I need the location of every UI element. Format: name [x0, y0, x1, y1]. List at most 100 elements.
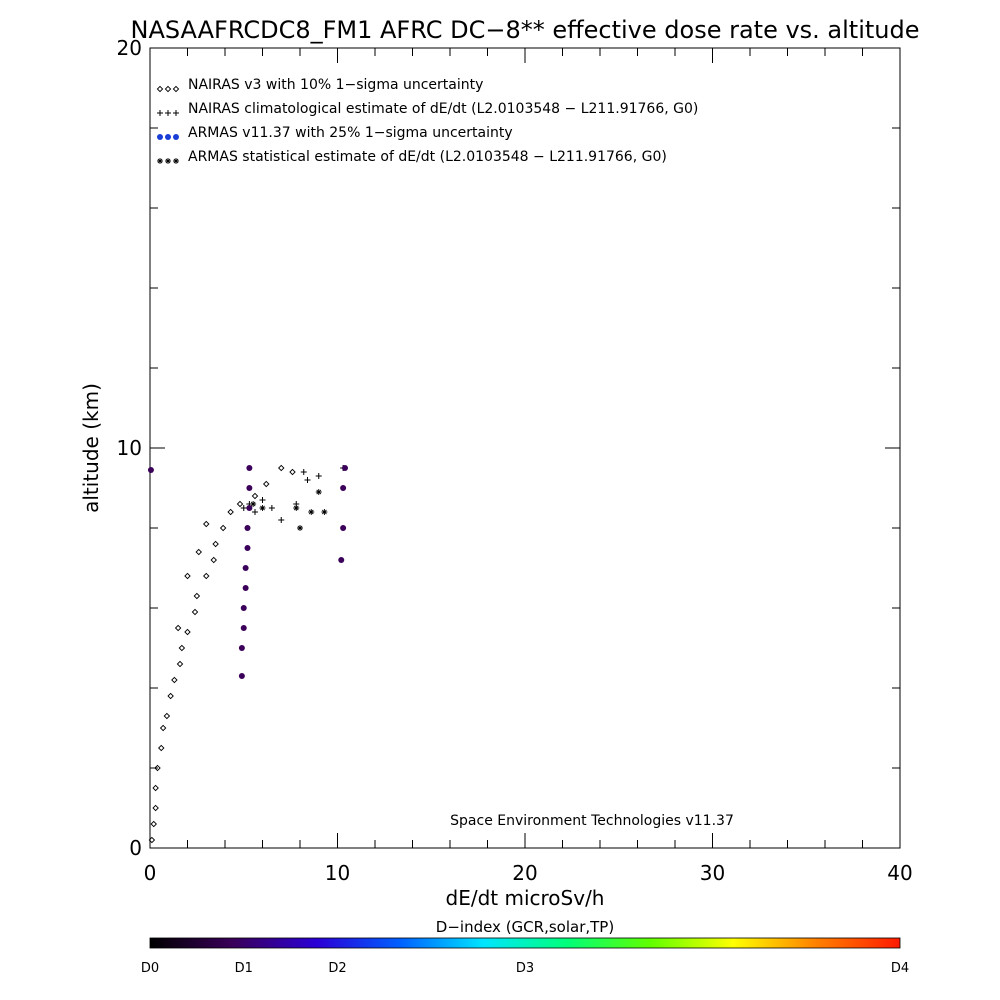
data-point-series-2 [238, 673, 245, 679]
data-point-series-0 [191, 608, 199, 616]
data-point-series-0 [159, 724, 167, 732]
data-point-series-2 [240, 605, 247, 611]
data-point-series-2 [244, 545, 251, 551]
colorbar-label: D1 [235, 961, 253, 976]
colorbar-label: D2 [328, 961, 346, 976]
data-point-series-0 [152, 784, 159, 792]
data-point-series-1 [278, 517, 285, 523]
data-point-series-1 [259, 497, 266, 503]
legend-marker-3 [165, 158, 171, 164]
data-point-series-2 [147, 467, 154, 473]
colorbar-labels: D0 D1 D2 D3 D4 [141, 961, 909, 976]
data-point-series-2 [340, 525, 347, 531]
data-point-series-0 [227, 508, 234, 516]
data-point-series-2 [240, 625, 247, 631]
colorbar-label: D3 [516, 961, 534, 976]
colorbar [149, 937, 901, 949]
data-point-series-0 [278, 464, 285, 472]
y-axis-label: altitude (km) [79, 383, 103, 513]
chart-title: NASAAFRCDC8_FM1 AFRC DC−8** effective do… [130, 16, 919, 44]
legend-marker-1 [157, 110, 163, 116]
colorbar-label: D0 [141, 961, 159, 976]
data-point-series-0 [150, 820, 157, 828]
legend-marker-0 [164, 85, 172, 93]
legend-marker-2 [157, 134, 163, 140]
x-axis-ticks [149, 48, 901, 848]
data-point-series-0 [152, 804, 159, 812]
data-point-series-2 [242, 565, 249, 571]
data-point-series-0 [167, 692, 174, 700]
data-point-series-0 [154, 764, 161, 772]
data-point-series-0 [193, 592, 201, 600]
data-point-series-0 [195, 548, 202, 556]
legend-marker-1 [165, 110, 171, 116]
data-point-series-0 [219, 524, 227, 532]
legend-marker-0 [172, 85, 180, 93]
legend: NAIRAS v3 with 10% 1−sigma uncertainty N… [156, 77, 698, 165]
data-points [147, 464, 348, 844]
legend-marker-2 [165, 134, 171, 140]
data-point-series-0 [148, 836, 156, 844]
colorbar-title: D−index (GCR,solar,TP) [436, 918, 614, 936]
data-point-series-0 [176, 660, 184, 668]
legend-entry-nairas-climatological: NAIRAS climatological estimate of dE/dt … [188, 101, 698, 117]
legend-marker-3 [157, 158, 163, 164]
data-point-series-2 [242, 585, 249, 591]
data-point-series-0 [289, 468, 296, 476]
data-point-series-1 [240, 505, 247, 511]
data-point-series-0 [163, 712, 171, 720]
data-point-series-2 [246, 465, 253, 471]
data-point-series-3 [321, 509, 328, 515]
data-point-series-3 [297, 525, 303, 531]
data-point-series-3 [259, 505, 266, 511]
x-tick-label: 30 [700, 861, 725, 885]
data-point-series-0 [184, 628, 191, 636]
data-point-series-3 [315, 489, 322, 495]
data-point-series-0 [178, 644, 186, 652]
y-axis-ticks [150, 47, 900, 849]
data-point-series-1 [252, 509, 258, 515]
data-point-series-0 [171, 676, 178, 684]
x-tick-label: 20 [512, 861, 537, 885]
data-point-series-0 [251, 492, 259, 500]
legend-marker-0 [156, 85, 164, 93]
data-point-series-0 [203, 520, 210, 528]
data-point-series-0 [212, 540, 219, 548]
y-tick-label: 20 [117, 36, 142, 60]
colorbar-label: D4 [891, 961, 909, 976]
data-point-series-0 [203, 572, 210, 580]
data-point-series-1 [300, 469, 307, 475]
data-point-series-2 [340, 485, 347, 491]
legend-entry-nairas-v3: NAIRAS v3 with 10% 1−sigma uncertainty [188, 77, 483, 93]
data-point-series-2 [244, 525, 251, 531]
data-point-series-0 [184, 572, 191, 580]
y-tick-label: 10 [117, 436, 142, 460]
data-point-series-3 [293, 505, 300, 511]
data-point-series-1 [304, 477, 311, 483]
x-tick-label: 40 [887, 861, 912, 885]
data-point-series-1 [315, 473, 322, 479]
data-point-series-3 [308, 509, 315, 515]
x-axis-label: dE/dt microSv/h [446, 886, 605, 910]
data-point-series-2 [342, 465, 348, 471]
chart-annotation: Space Environment Technologies v11.37 [450, 813, 734, 829]
data-point-series-3 [250, 501, 257, 507]
data-point-series-2 [338, 557, 345, 563]
data-point-series-0 [158, 744, 165, 752]
data-point-series-2 [246, 505, 253, 511]
legend-entry-armas-statistical: ARMAS statistical estimate of dE/dt (L2.… [188, 149, 667, 165]
legend-entry-armas-v11: ARMAS v11.37 with 25% 1−sigma uncertaint… [188, 125, 513, 141]
x-axis-tick-labels: 0 10 20 30 40 [144, 861, 913, 885]
data-point-series-1 [268, 505, 275, 511]
x-tick-label: 10 [325, 861, 350, 885]
data-point-series-0 [210, 556, 217, 564]
y-tick-label: 0 [129, 836, 142, 860]
y-axis-tick-labels: 0 10 20 [117, 36, 142, 860]
data-point-series-2 [238, 645, 245, 651]
data-point-series-0 [263, 480, 270, 488]
legend-marker-1 [173, 110, 179, 116]
data-point-series-0 [174, 624, 182, 632]
legend-marker-3 [173, 158, 179, 164]
data-point-series-2 [246, 485, 253, 491]
